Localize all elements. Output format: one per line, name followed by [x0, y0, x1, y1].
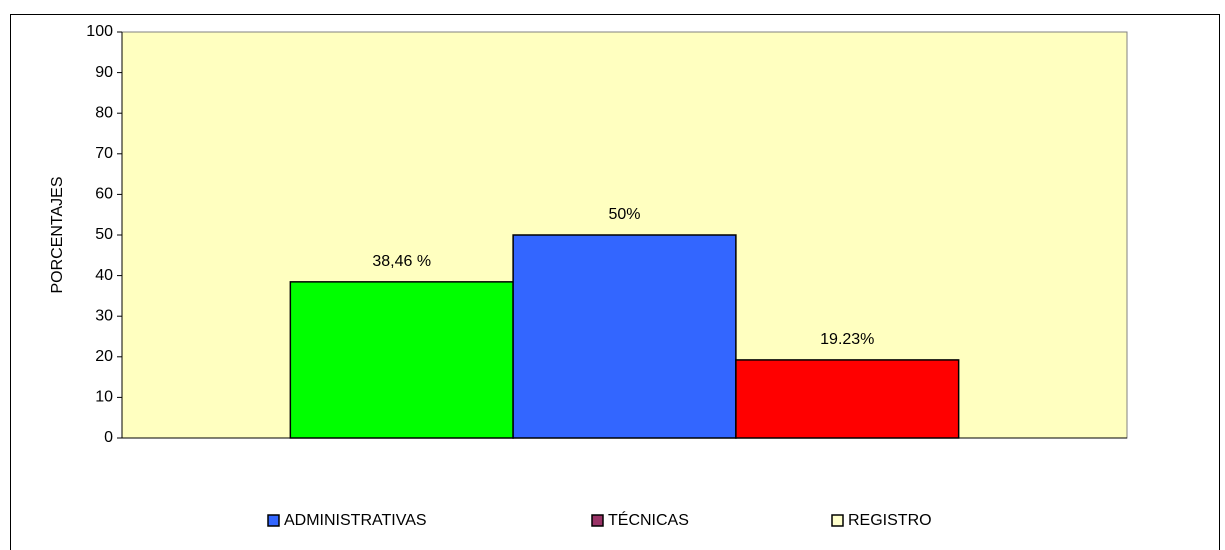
- data-label: 19.23%: [820, 331, 874, 348]
- legend-label: REGISTRO: [848, 512, 932, 529]
- y-tick-label: 20: [95, 348, 113, 365]
- legend-label: ADMINISTRATIVAS: [284, 512, 427, 529]
- legend-label: TÉCNICAS: [608, 510, 689, 529]
- data-label: 50%: [608, 206, 640, 223]
- legend-swatch: [267, 514, 280, 527]
- bar: [289, 281, 514, 439]
- y-tick-label: 30: [95, 307, 113, 324]
- y-tick-label: 100: [86, 23, 113, 40]
- y-tick-label: 50: [95, 226, 113, 243]
- y-tick-label: 10: [95, 389, 113, 406]
- y-axis-label: PORCENTAJES: [49, 176, 66, 293]
- y-tick-label: 70: [95, 145, 113, 162]
- y-tick-label: 60: [95, 186, 113, 203]
- data-label: 38,46 %: [372, 253, 431, 270]
- y-tick-label: 80: [95, 104, 113, 121]
- y-tick-label: 40: [95, 267, 113, 284]
- y-tick-label: 90: [95, 64, 113, 81]
- legend-swatch: [591, 514, 604, 527]
- legend-swatch: [831, 514, 844, 527]
- bar: [512, 234, 737, 439]
- y-tick-label: 0: [104, 429, 113, 446]
- bar: [735, 359, 960, 439]
